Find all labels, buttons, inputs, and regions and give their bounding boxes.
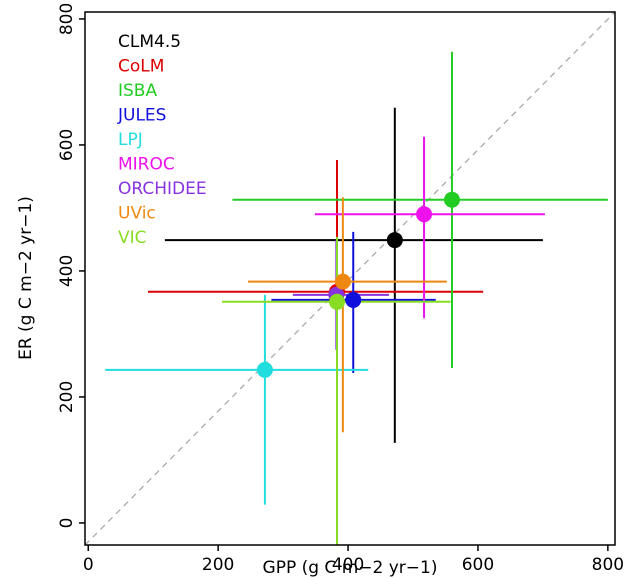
legend-label: VIC (118, 228, 147, 248)
legend-label: JULES (117, 106, 166, 126)
y-tick-label: 800 (57, 3, 77, 35)
y-tick-label: 0 (57, 518, 77, 529)
x-tick-label: 800 (592, 555, 624, 575)
point (345, 291, 362, 308)
legend-label: ORCHIDEE (118, 179, 207, 199)
legend-label: ISBA (118, 81, 157, 101)
plot-frame (84, 11, 616, 546)
legend-label: CLM4.5 (118, 32, 181, 52)
point (386, 232, 403, 249)
x-tick-label: 600 (462, 555, 494, 575)
y-tick-label: 200 (57, 381, 77, 413)
legend-label: MIROC (118, 155, 175, 175)
legend-label: UVic (118, 204, 156, 224)
legend-label: LPJ (118, 130, 143, 150)
x-tick-label: 0 (83, 555, 94, 575)
y-axis-label: ER (g C m−2 yr−1) (16, 196, 36, 360)
point (329, 293, 346, 310)
x-axis-label: GPP (g C m−2 yr−1) (263, 558, 438, 578)
point (256, 361, 273, 378)
point (416, 206, 433, 223)
x-tick-label: 200 (202, 555, 234, 575)
point (443, 191, 460, 208)
point (334, 273, 351, 290)
legend-label: CoLM (118, 57, 164, 77)
x-tick-label: 400 (332, 555, 364, 575)
y-tick-label: 600 (57, 129, 77, 161)
y-tick-label: 400 (57, 255, 77, 287)
